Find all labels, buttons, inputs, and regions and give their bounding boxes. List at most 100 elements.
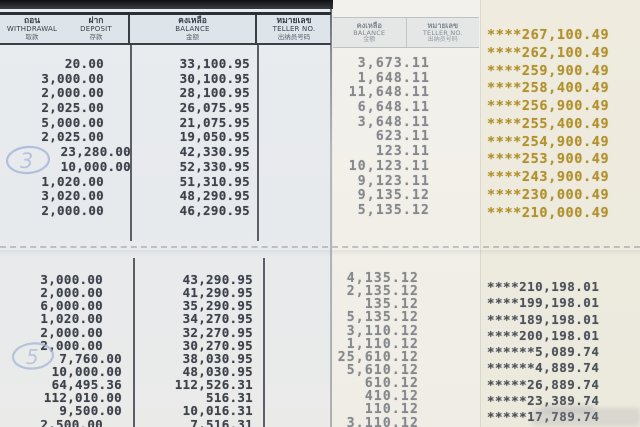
withdrawal-amount: 2,000.00 bbox=[41, 202, 104, 218]
masked-balance-amount: ****255,400.49 bbox=[487, 115, 610, 132]
masked-balance-amount: ****210,198.01 bbox=[487, 279, 600, 294]
balance-label-en: BALANCE bbox=[353, 28, 386, 37]
table-row: 5,610.12 bbox=[333, 364, 480, 377]
table-row: 135.12 bbox=[333, 298, 480, 311]
balance-amount: 32,270.95 bbox=[182, 324, 253, 340]
balance-amount: 25,610.12 bbox=[337, 349, 419, 365]
balance-amount: 7,516.31 bbox=[190, 416, 253, 427]
balance-amount: 48,290.95 bbox=[179, 188, 250, 204]
balance-amount: 135.12 bbox=[364, 297, 419, 313]
masked-balance-amount: ****267,100.49 bbox=[487, 27, 610, 43]
table-row: 20.00 33,100.95 bbox=[0, 56, 333, 72]
balance-amount: 26,075.95 bbox=[179, 100, 250, 116]
table-row: 2,000.00 32,270.95 bbox=[0, 324, 333, 340]
balance-amount: 516.31 bbox=[206, 390, 253, 406]
withdrawal-amount: 5,000.00 bbox=[41, 114, 104, 130]
deposit-label-thai: ฝาก bbox=[88, 16, 104, 27]
balance-amount: 30,270.95 bbox=[182, 337, 253, 353]
teller-label-en: TELLER NO. bbox=[272, 25, 316, 34]
table-row: 6,648.11 bbox=[333, 100, 480, 116]
withdrawal-amount: 2,000.00 bbox=[41, 85, 104, 101]
right-bottom-balances: ****210,198.01 ****199,198.01 ****189,19… bbox=[487, 278, 599, 425]
balance-label-en: BALANCE bbox=[175, 25, 210, 34]
table-row: 110.12 bbox=[333, 403, 480, 416]
balance-label-cn: 金额 bbox=[186, 32, 199, 41]
balance-amount: 34,270.95 bbox=[182, 311, 253, 327]
column-rule bbox=[257, 45, 259, 241]
deposit-amount: 10,000.00 bbox=[51, 363, 122, 379]
header-cell-withdrawal-deposit: ถอน WITHDRAWAL 取款 ฝาก DEPOSIT 存款 bbox=[0, 15, 130, 43]
withdrawal-label-cn: 取款 bbox=[25, 32, 39, 41]
left-table-header: ถอน WITHDRAWAL 取款 ฝาก DEPOSIT 存款 คงเหลือ… bbox=[0, 12, 331, 45]
table-row: ****256,900.49 bbox=[487, 96, 609, 114]
teller-label-thai: หมายเลข bbox=[427, 21, 459, 30]
withdrawal-amount: 1,020.00 bbox=[41, 173, 104, 189]
teller-label-thai: หมายเลข bbox=[276, 16, 312, 27]
balance-amount: 52,330.95 bbox=[179, 158, 250, 174]
masked-balance-amount: ****200,198.01 bbox=[487, 327, 600, 343]
table-row: ****210,198.01 bbox=[487, 278, 599, 294]
table-row: 3,673.11 bbox=[333, 56, 480, 72]
masked-balance-amount: ****189,198.01 bbox=[487, 311, 600, 327]
balance-amount: 410.12 bbox=[364, 389, 419, 405]
table-row: ****267,100.49 bbox=[487, 25, 609, 43]
table-row: 9,135.12 bbox=[333, 188, 480, 204]
table-row: ****189,198.01 bbox=[487, 311, 599, 327]
balance-amount: 112,526.31 bbox=[174, 377, 253, 393]
column-rule bbox=[130, 45, 132, 241]
table-row: 2,135.12 bbox=[333, 285, 480, 298]
table-row: *****23,389.74 bbox=[487, 392, 599, 408]
table-row: 64,495.36 112,526.31 bbox=[0, 378, 333, 391]
withdrawal-amount: 1,020.00 bbox=[40, 311, 103, 327]
table-row: 610.12 bbox=[333, 377, 480, 390]
passbook-right-page: ****267,100.49 ****262,100.49 ****259,90… bbox=[480, 0, 640, 427]
balance-amount: 46,290.95 bbox=[179, 202, 250, 218]
column-header-balance: คงเหลือ BALANCE 金额 bbox=[333, 18, 406, 47]
masked-balance-amount: ****230,000.49 bbox=[487, 186, 610, 203]
withdrawal-amount: 2,500.00 bbox=[40, 416, 103, 427]
balance-amount: 5,135.12 bbox=[357, 202, 430, 218]
page-edge bbox=[330, 0, 332, 427]
withdrawal-amount: 20.00 bbox=[64, 56, 104, 71]
table-row: 5,135.12 bbox=[333, 202, 480, 219]
withdrawal-amount: 6,000.00 bbox=[40, 298, 103, 314]
deposit-amount: 9,500.00 bbox=[59, 403, 122, 419]
column-rule bbox=[263, 258, 265, 427]
balance-amount: 4,135.12 bbox=[346, 271, 419, 286]
table-row: ****262,100.49 bbox=[487, 43, 609, 61]
table-row: 25,610.12 bbox=[333, 351, 480, 364]
balance-amount: 110.12 bbox=[364, 402, 419, 418]
table-row: 9,123.11 bbox=[333, 174, 480, 190]
table-row: ******5,089.74 bbox=[487, 343, 599, 359]
table-row: 3,110.12 bbox=[333, 416, 480, 427]
deposit-label-cn: 存款 bbox=[89, 32, 103, 41]
withdrawal-amount: 2,025.00 bbox=[41, 100, 104, 116]
table-row: 2,025.00 26,075.95 bbox=[0, 100, 333, 116]
table-row: 4,135.12 bbox=[333, 272, 480, 285]
withdrawal-amount: 3,000.00 bbox=[41, 70, 104, 86]
table-row: 123.11 bbox=[333, 144, 480, 160]
table-row: 9,500.00 10,016.31 bbox=[0, 404, 333, 417]
table-row: ****253,900.49 bbox=[487, 149, 609, 167]
table-row: 10,000.00 52,330.95 bbox=[0, 158, 333, 175]
masked-balance-amount: ****254,900.49 bbox=[487, 133, 610, 150]
table-row: ****255,400.49 bbox=[487, 114, 609, 132]
left-top-transactions: 20.00 33,100.95 3,000.00 30,100.95 2,000.0… bbox=[0, 56, 333, 219]
table-row: 10,000.00 48,030.95 bbox=[0, 365, 333, 378]
balance-amount: 3,110.12 bbox=[346, 323, 419, 339]
withdrawal-amount: 2,000.00 bbox=[40, 285, 103, 301]
balance-amount: 123.11 bbox=[375, 144, 430, 160]
middle-table-header: คงเหลือ BALANCE 金额 หมายเลข TELLER NO. 出纳… bbox=[333, 17, 479, 48]
table-row: *****26,889.74 bbox=[487, 376, 599, 392]
balance-amount: 6,648.11 bbox=[357, 100, 430, 116]
teller-label-cn: 出纳员号码 bbox=[277, 32, 311, 41]
masked-balance-amount: *****26,889.74 bbox=[487, 376, 600, 392]
table-row: 3,000.00 30,100.95 bbox=[0, 70, 333, 87]
balance-label-cn: 金额 bbox=[363, 35, 376, 43]
balance-amount: 3,648.11 bbox=[357, 114, 430, 130]
photo-watermark bbox=[532, 408, 640, 426]
withdrawal-amount: 3,020.00 bbox=[41, 188, 104, 204]
masked-balance-amount: ****259,900.49 bbox=[487, 62, 610, 79]
column-rule bbox=[133, 258, 135, 427]
